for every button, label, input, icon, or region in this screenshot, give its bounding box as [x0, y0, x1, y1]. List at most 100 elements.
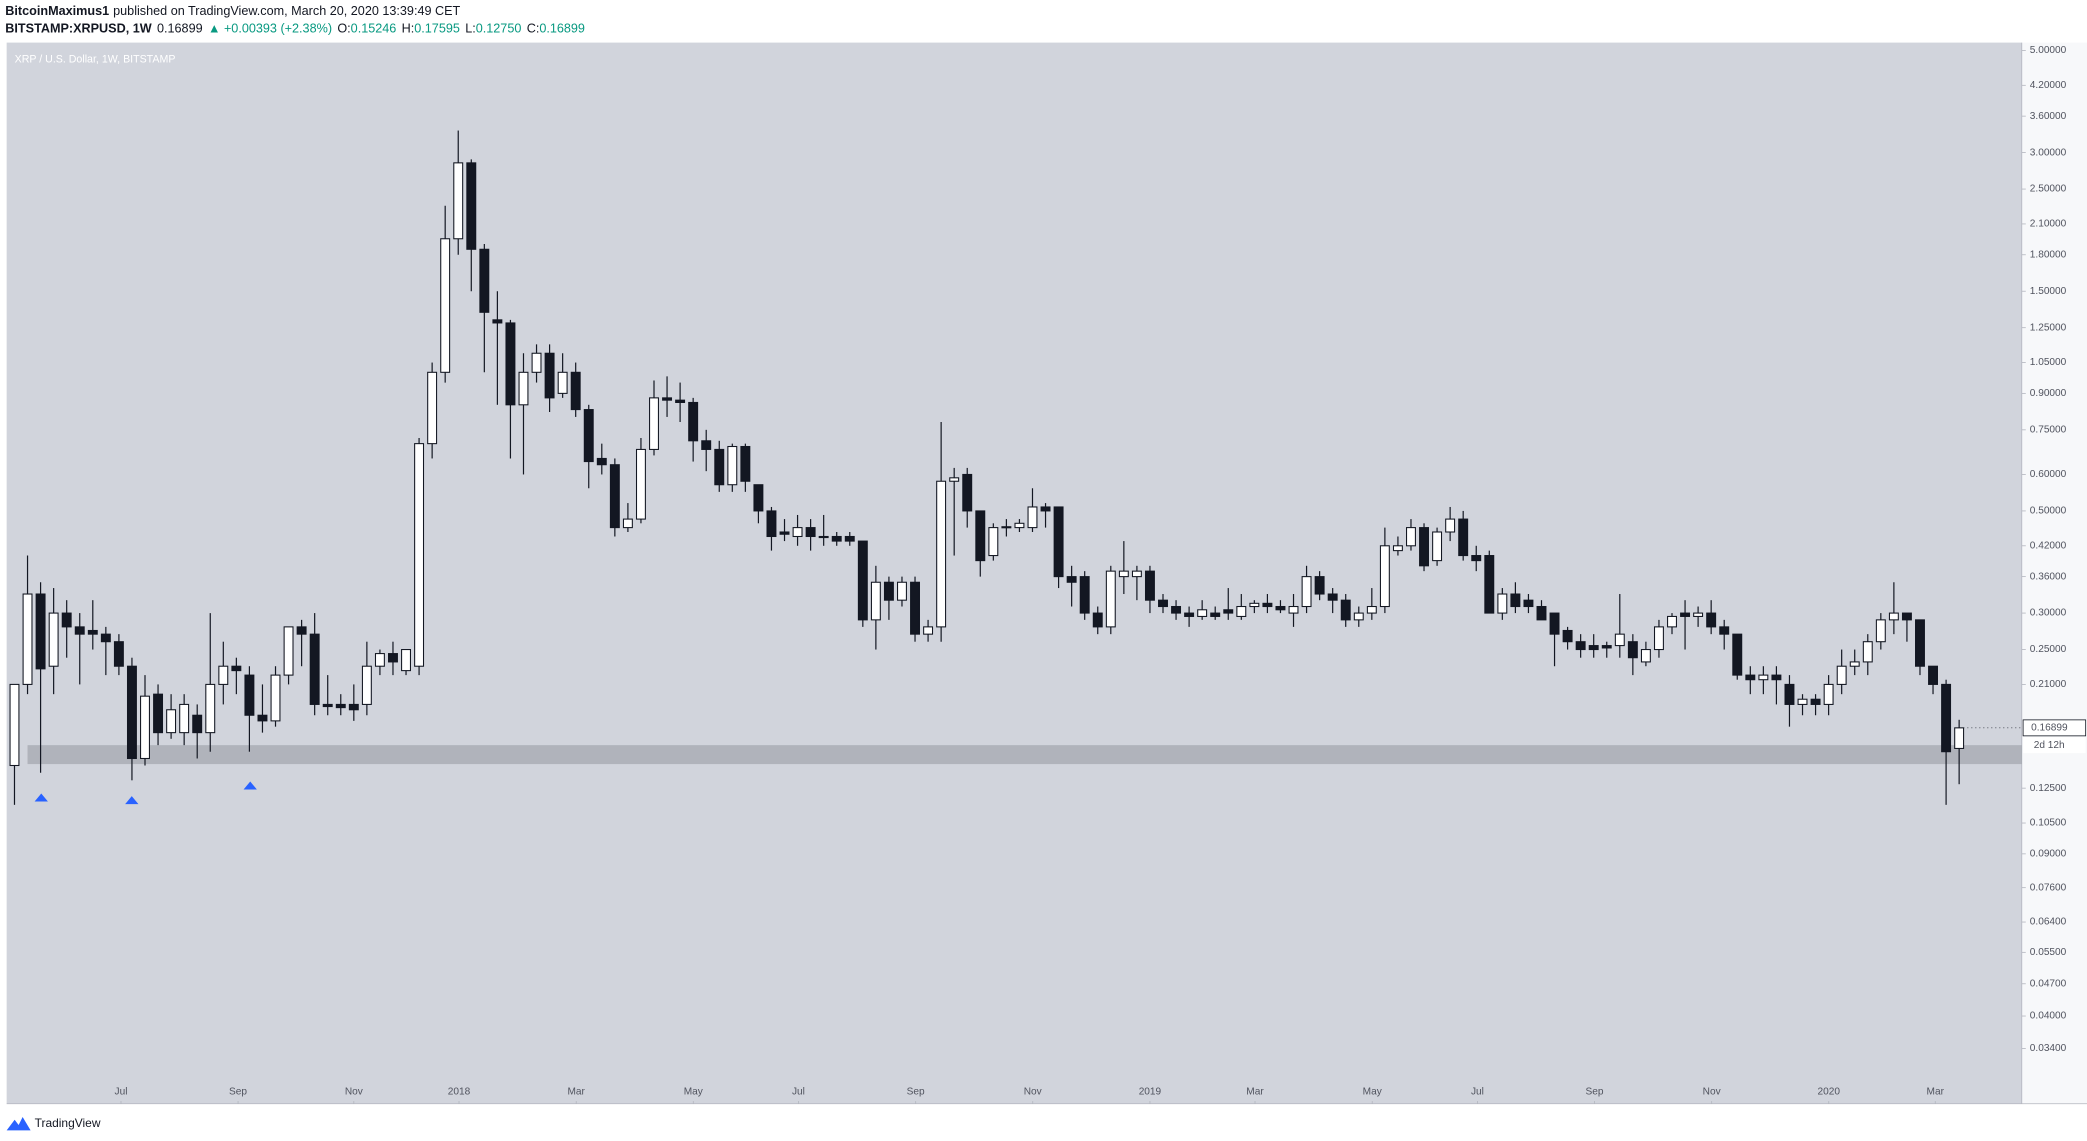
ohlc-label: L: — [465, 22, 476, 36]
candle-body — [166, 709, 177, 734]
candle-body — [466, 162, 477, 250]
candle-body — [1928, 665, 1939, 685]
last-price-label: 0.16899 — [2031, 723, 2068, 734]
candle-body — [492, 319, 503, 324]
brand-name[interactable]: TradingView — [35, 1116, 101, 1130]
y-tick-label: 2.50000 — [2030, 184, 2067, 195]
y-tick-label: 1.50000 — [2030, 286, 2067, 297]
candle-body — [35, 593, 46, 670]
last-price-box — [2022, 719, 2087, 737]
symbol: BITSTAMP:XRPUSD, 1W — [5, 22, 151, 36]
candle-body — [440, 238, 451, 373]
candle-body — [1758, 674, 1769, 681]
candle-body — [1353, 612, 1364, 621]
y-tick-label: 0.30000 — [2030, 608, 2067, 619]
x-tick-label: Sep — [1585, 1086, 1603, 1097]
candle-body — [1131, 570, 1142, 578]
x-tick-label: Nov — [1703, 1086, 1722, 1097]
candle-body — [1680, 612, 1691, 617]
candle-body — [714, 448, 725, 486]
candle-body — [1784, 683, 1795, 705]
candle-body — [1406, 527, 1416, 547]
candle-body — [1079, 576, 1090, 614]
candle-body — [1432, 531, 1443, 562]
candle-body — [1066, 576, 1077, 583]
y-tick-label: 0.75000 — [2030, 425, 2067, 436]
candle-body — [962, 473, 973, 512]
candle-body — [818, 535, 829, 539]
plot-area — [6, 42, 2022, 1104]
candle-body — [1445, 518, 1456, 533]
candle-body — [675, 399, 686, 404]
y-tick-label: 0.25000 — [2030, 644, 2067, 655]
candle-body — [335, 703, 346, 709]
candle-body — [322, 703, 333, 708]
x-tick-label: Mar — [568, 1086, 586, 1097]
candle-body — [883, 581, 894, 601]
ohlc-label: H: — [402, 22, 415, 36]
candle-body — [1849, 661, 1860, 667]
candle-body — [244, 674, 255, 716]
candle-body — [1197, 609, 1208, 617]
candle-body — [361, 665, 372, 705]
candle-body — [1640, 649, 1651, 663]
candle-body — [1627, 641, 1638, 659]
candle-body — [805, 527, 816, 538]
author[interactable]: BitcoinMaximus1 — [5, 4, 109, 18]
candle-body — [897, 581, 907, 601]
candle-body — [740, 445, 751, 482]
ohlc-value: 0.17595 — [414, 22, 460, 36]
x-tick-label: Nov — [345, 1086, 364, 1097]
candle-body — [975, 510, 986, 562]
candle-body — [792, 527, 803, 538]
candle-body — [1588, 645, 1599, 651]
candle-body — [1823, 683, 1834, 705]
candle-body — [1745, 674, 1756, 681]
x-tick-label: Jul — [115, 1086, 128, 1097]
countdown-box — [2023, 737, 2086, 754]
candle-body — [1941, 683, 1952, 753]
candle-body — [348, 703, 359, 711]
candle-body — [1392, 545, 1403, 552]
y-tick-label: 0.10500 — [2030, 818, 2067, 829]
y-tick-label: 3.00000 — [2030, 147, 2067, 158]
candle-body — [936, 480, 947, 628]
candle-body — [1732, 633, 1743, 676]
candle-body — [1105, 570, 1116, 628]
y-tick-label: 3.60000 — [2030, 111, 2067, 122]
candle-body — [401, 649, 411, 672]
candle-body — [1027, 506, 1038, 529]
candle-body — [1471, 555, 1482, 562]
candle-body — [1601, 645, 1612, 649]
y-tick-label: 0.09000 — [2030, 849, 2067, 860]
candle-body — [635, 448, 646, 520]
candle-body — [1118, 570, 1129, 578]
candle-body — [1797, 698, 1808, 705]
publish-line: BitcoinMaximus1 published on TradingView.… — [5, 4, 460, 18]
candle-body — [296, 626, 307, 635]
candle-body — [857, 540, 868, 621]
countdown-label: 2d 12h — [2034, 740, 2065, 751]
candle-body — [1667, 615, 1677, 628]
y-tick-label: 5.00000 — [2030, 45, 2067, 56]
candle-body — [374, 653, 385, 667]
candle-body — [1771, 674, 1782, 681]
candle-body — [1810, 698, 1821, 705]
candle-body — [1053, 506, 1064, 578]
candle-body — [1575, 641, 1586, 651]
support-zone — [27, 745, 2022, 765]
y-tick-label: 2.10000 — [2030, 219, 2067, 230]
candle-body — [662, 397, 673, 401]
candle-body — [1327, 593, 1338, 601]
x-tick-label: 2019 — [1139, 1086, 1162, 1097]
candle-body — [531, 352, 542, 373]
candle-body — [1484, 555, 1495, 614]
chart-title: XRP / U.S. Dollar, 1W, BITSTAMP — [15, 54, 176, 66]
candle-body — [1262, 602, 1273, 608]
candle-body — [505, 322, 516, 406]
y-tick-label: 0.50000 — [2030, 506, 2067, 517]
brand-logo[interactable] — [6, 1117, 31, 1131]
candle-body — [701, 440, 712, 450]
candle-body — [1719, 626, 1730, 635]
candle-body — [557, 371, 568, 394]
